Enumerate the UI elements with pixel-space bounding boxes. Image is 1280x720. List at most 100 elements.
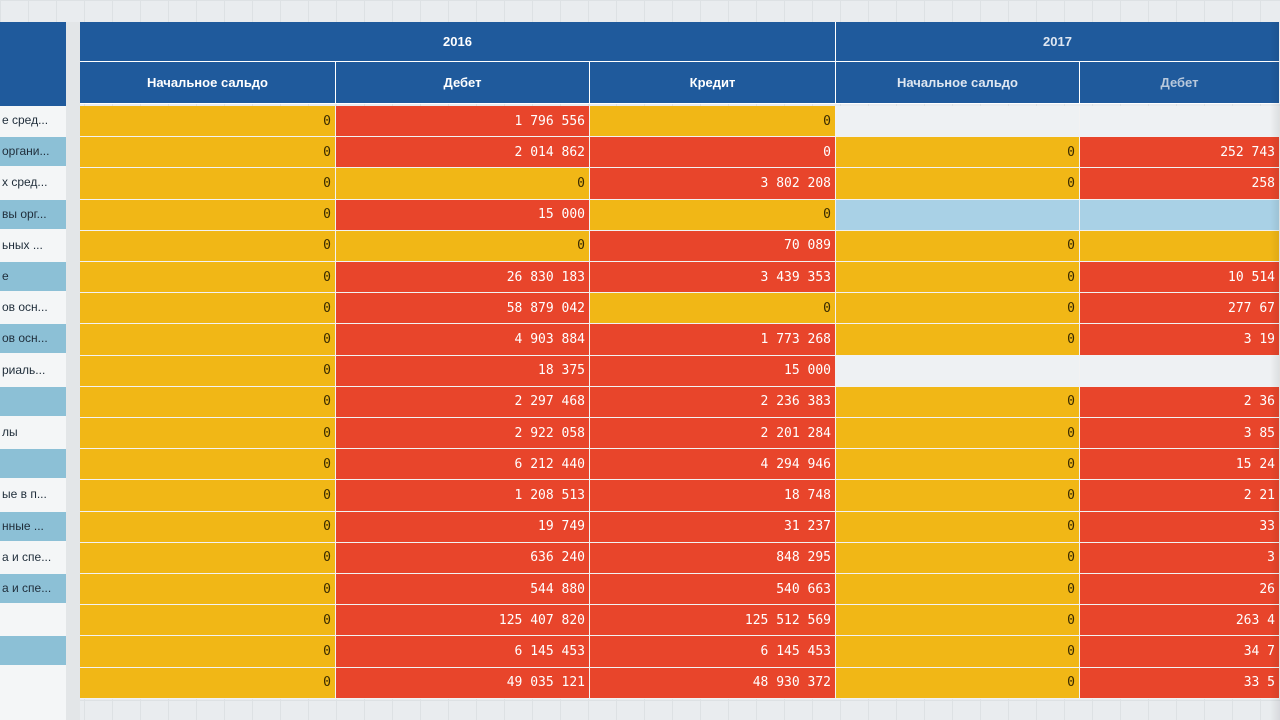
cell-r5-b[interactable]: 0 — [336, 230, 590, 262]
cell-r11-e[interactable]: 3 85 — [1080, 418, 1280, 450]
cell-r9-b[interactable]: 18 375 — [336, 355, 590, 387]
cell-r1-c[interactable]: 0 — [590, 106, 836, 138]
cell-r10-a[interactable]: 0 — [80, 386, 336, 418]
cell-r19-d[interactable]: 0 — [836, 667, 1080, 699]
cell-r7-e[interactable]: 277 67 — [1080, 293, 1280, 325]
row-label-13[interactable]: ые в п... — [2, 487, 47, 502]
row-label-11[interactable]: лы — [2, 425, 18, 439]
cell-r10-e[interactable]: 2 36 — [1080, 386, 1280, 418]
cell-r12-b[interactable]: 6 212 440 — [336, 449, 590, 481]
year-header-2016[interactable]: 2016 — [80, 22, 836, 62]
cell-r16-b[interactable]: 544 880 — [336, 574, 590, 606]
cell-r17-b[interactable]: 125 407 820 — [336, 605, 590, 637]
cell-r10-b[interactable]: 2 297 468 — [336, 386, 590, 418]
cell-r10-d[interactable]: 0 — [836, 386, 1080, 418]
cell-r15-a[interactable]: 0 — [80, 542, 336, 574]
cell-r17-a[interactable]: 0 — [80, 605, 336, 637]
cell-r17-c[interactable]: 125 512 569 — [590, 605, 836, 637]
cell-r6-d[interactable]: 0 — [836, 262, 1080, 294]
row-label-18[interactable] — [0, 636, 66, 666]
cell-r18-c[interactable]: 6 145 453 — [590, 636, 836, 668]
cell-r8-e[interactable]: 3 19 — [1080, 324, 1280, 356]
cell-r18-d[interactable]: 0 — [836, 636, 1080, 668]
cell-r18-e[interactable]: 34 7 — [1080, 636, 1280, 668]
row-label-10[interactable] — [0, 386, 66, 416]
row-label-3[interactable]: х сред... — [2, 175, 48, 190]
cell-r11-b[interactable]: 2 922 058 — [336, 418, 590, 450]
cell-r15-c[interactable]: 848 295 — [590, 542, 836, 574]
cell-r9-a[interactable]: 0 — [80, 355, 336, 387]
cell-r15-d[interactable]: 0 — [836, 542, 1080, 574]
cell-r16-a[interactable]: 0 — [80, 574, 336, 606]
cell-r12-a[interactable]: 0 — [80, 449, 336, 481]
cell-r2-e[interactable]: 252 743 — [1080, 137, 1280, 169]
row-label-15[interactable]: а и спе... — [2, 549, 52, 564]
cell-r12-c[interactable]: 4 294 946 — [590, 449, 836, 481]
row-label-5[interactable]: ьных ... — [2, 237, 43, 252]
cell-r3-a[interactable]: 0 — [80, 168, 336, 200]
cell-r19-b[interactable]: 49 035 121 — [336, 667, 590, 699]
cell-r19-e[interactable]: 33 5 — [1080, 667, 1280, 699]
row-label-14[interactable]: нные ... — [0, 511, 66, 541]
cell-r4-e[interactable] — [1080, 199, 1280, 231]
cell-r1-e[interactable] — [1080, 106, 1280, 138]
cell-r19-c[interactable]: 48 930 372 — [590, 667, 836, 699]
cell-r10-c[interactable]: 2 236 383 — [590, 386, 836, 418]
cell-r17-e[interactable]: 263 4 — [1080, 605, 1280, 637]
cell-r1-b[interactable]: 1 796 556 — [336, 106, 590, 138]
row-label-1[interactable]: е сред... — [2, 113, 49, 127]
row-label-4[interactable]: вы орг... — [0, 199, 66, 229]
cell-r8-a[interactable]: 0 — [80, 324, 336, 356]
cell-r18-b[interactable]: 6 145 453 — [336, 636, 590, 668]
cell-r3-d[interactable]: 0 — [836, 168, 1080, 200]
cell-r13-a[interactable]: 0 — [80, 480, 336, 512]
cell-r7-c[interactable]: 0 — [590, 293, 836, 325]
cell-r13-d[interactable]: 0 — [836, 480, 1080, 512]
cell-r16-d[interactable]: 0 — [836, 574, 1080, 606]
cell-r12-d[interactable]: 0 — [836, 449, 1080, 481]
cell-r14-c[interactable]: 31 237 — [590, 511, 836, 543]
cell-r11-c[interactable]: 2 201 284 — [590, 418, 836, 450]
row-label-8[interactable]: ов осн... — [0, 324, 66, 354]
row-label-6[interactable]: е — [0, 262, 66, 291]
cell-r8-d[interactable]: 0 — [836, 324, 1080, 356]
cell-r7-d[interactable]: 0 — [836, 293, 1080, 325]
row-label-7[interactable]: ов осн... — [2, 300, 48, 315]
cell-r15-e[interactable]: 3 — [1080, 542, 1280, 574]
cell-r14-b[interactable]: 19 749 — [336, 511, 590, 543]
cell-r5-e[interactable] — [1080, 230, 1280, 262]
cell-r13-e[interactable]: 2 21 — [1080, 480, 1280, 512]
row-label-17[interactable] — [0, 605, 66, 634]
cell-r17-d[interactable]: 0 — [836, 605, 1080, 637]
cell-r1-a[interactable]: 0 — [80, 106, 336, 138]
cell-r14-e[interactable]: 33 — [1080, 511, 1280, 543]
cell-r9-c[interactable]: 15 000 — [590, 355, 836, 387]
col-header-opening-balance-2017[interactable]: Начальное сальдо — [836, 62, 1080, 104]
cell-r13-c[interactable]: 18 748 — [590, 480, 836, 512]
cell-r2-b[interactable]: 2 014 862 — [336, 137, 590, 169]
cell-r12-e[interactable]: 15 24 — [1080, 449, 1280, 481]
cell-r16-c[interactable]: 540 663 — [590, 574, 836, 606]
row-label-16[interactable]: а и спе... — [0, 574, 66, 603]
cell-r14-d[interactable]: 0 — [836, 511, 1080, 543]
cell-r3-b[interactable]: 0 — [336, 168, 590, 200]
cell-r5-d[interactable]: 0 — [836, 230, 1080, 262]
cell-r6-c[interactable]: 3 439 353 — [590, 262, 836, 294]
cell-r2-a[interactable]: 0 — [80, 137, 336, 169]
cell-r3-e[interactable]: 258 — [1080, 168, 1280, 200]
cell-r13-b[interactable]: 1 208 513 — [336, 480, 590, 512]
cell-r14-a[interactable]: 0 — [80, 511, 336, 543]
cell-r11-a[interactable]: 0 — [80, 418, 336, 450]
cell-r3-c[interactable]: 3 802 208 — [590, 168, 836, 200]
cell-r18-a[interactable]: 0 — [80, 636, 336, 668]
cell-r1-d[interactable] — [836, 106, 1080, 138]
cell-r7-a[interactable]: 0 — [80, 293, 336, 325]
year-header-2017[interactable]: 2017 — [836, 22, 1280, 62]
cell-r4-c[interactable]: 0 — [590, 199, 836, 231]
row-label-12[interactable] — [0, 449, 66, 479]
row-label-9[interactable]: риаль... — [2, 362, 46, 377]
cell-r6-e[interactable]: 10 514 — [1080, 262, 1280, 294]
cell-r2-d[interactable]: 0 — [836, 137, 1080, 169]
cell-r7-b[interactable]: 58 879 042 — [336, 293, 590, 325]
cell-r19-a[interactable]: 0 — [80, 667, 336, 699]
